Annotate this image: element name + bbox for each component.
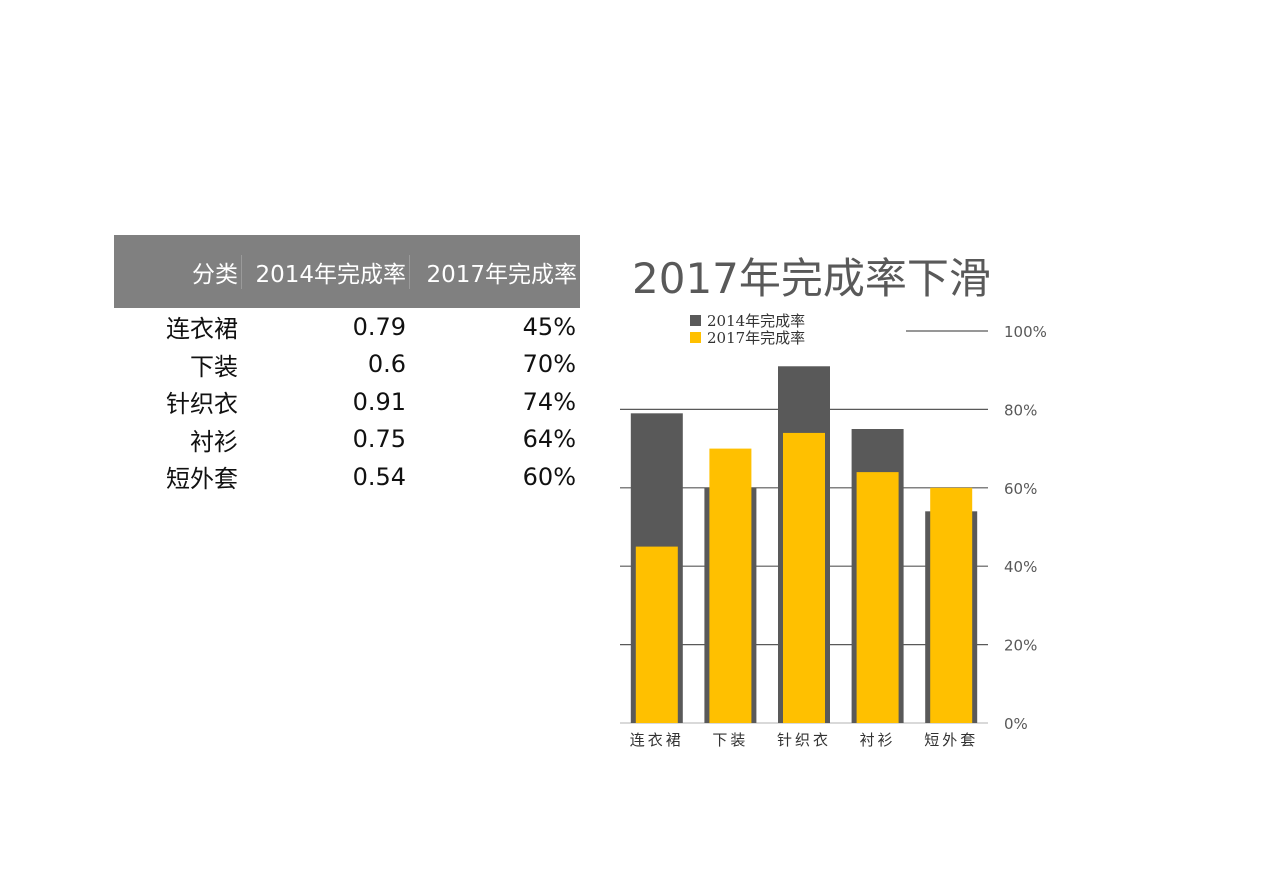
row-2014-rate: 0.6 <box>367 350 406 379</box>
row-category: 下装 <box>190 352 238 381</box>
chart-legend: 2014年完成率 2017年完成率 <box>690 312 806 347</box>
data-table: 分类 2014年完成率 2017年完成率 连衣裙 0.79 45% 下装 0.6… <box>114 235 580 496</box>
y-tick-label: 100% <box>1004 323 1047 341</box>
legend-item-2017: 2017年完成率 <box>690 329 806 347</box>
header-2014-rate: 2014年完成率 <box>242 254 410 289</box>
header-category: 分类 <box>114 254 242 289</box>
y-tick-label: 0% <box>1004 715 1028 733</box>
row-category: 短外套 <box>166 465 238 494</box>
table-row: 衬衫 0.75 64% <box>114 421 580 459</box>
bar-2017 <box>930 487 973 723</box>
bar-2017 <box>635 546 678 723</box>
table-row: 针织衣 0.91 74% <box>114 383 580 421</box>
legend-swatch-2017 <box>690 332 701 343</box>
bar-2017 <box>783 432 825 723</box>
legend-label-2017: 2017年完成率 <box>707 329 806 347</box>
table-row: 下装 0.6 70% <box>114 346 580 384</box>
legend-item-2014: 2014年完成率 <box>690 312 806 330</box>
x-tick-label: 下装 <box>712 731 748 749</box>
y-tick-label: 80% <box>1004 401 1037 419</box>
table-header-row: 分类 2014年完成率 2017年完成率 <box>114 235 580 308</box>
table-row: 短外套 0.54 60% <box>114 458 580 496</box>
legend-label-2014: 2014年完成率 <box>707 312 806 330</box>
y-tick-label: 40% <box>1004 558 1037 576</box>
header-2017-rate: 2017年完成率 <box>426 261 577 288</box>
x-tick-label: 衬衫 <box>860 731 896 749</box>
row-2014-rate: 0.75 <box>352 425 406 454</box>
bar-2017 <box>856 472 899 723</box>
y-tick-label: 60% <box>1004 480 1037 498</box>
bar-2017 <box>709 448 752 723</box>
row-category: 连衣裙 <box>166 315 238 344</box>
x-tick-label: 针织衣 <box>777 731 831 749</box>
chart-title: 2017年完成率下滑 <box>632 254 991 303</box>
y-tick-label: 20% <box>1004 637 1037 655</box>
row-2017-rate: 60% <box>522 462 576 491</box>
table-row: 连衣裙 0.79 45% <box>114 308 580 346</box>
row-2014-rate: 0.91 <box>352 387 406 416</box>
x-tick-label: 短外套 <box>924 731 978 749</box>
legend-swatch-2014 <box>690 315 701 326</box>
row-2017-rate: 64% <box>522 425 576 454</box>
x-tick-label: 连衣裙 <box>630 731 684 749</box>
row-2017-rate: 45% <box>522 312 576 341</box>
row-2017-rate: 74% <box>522 387 576 416</box>
row-2014-rate: 0.79 <box>352 312 406 341</box>
row-category: 针织衣 <box>166 390 238 419</box>
row-2017-rate: 70% <box>522 350 576 379</box>
row-category: 衬衫 <box>190 427 238 456</box>
row-2014-rate: 0.54 <box>352 462 406 491</box>
